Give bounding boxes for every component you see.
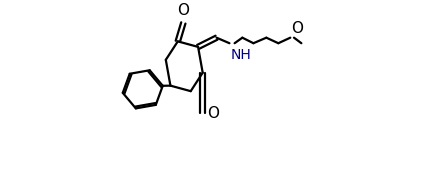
Text: O: O — [177, 3, 189, 18]
Text: NH: NH — [230, 48, 251, 62]
Text: O: O — [207, 106, 219, 121]
Text: O: O — [291, 21, 303, 36]
